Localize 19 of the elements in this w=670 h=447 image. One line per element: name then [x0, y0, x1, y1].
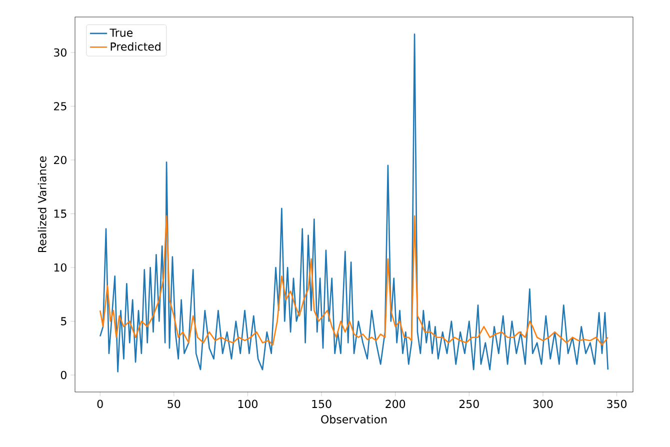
- y-tick-label: 5: [61, 317, 66, 326]
- x-tick-label: 200: [386, 400, 406, 408]
- x-tick-label: 0: [97, 400, 103, 408]
- x-tick-label: 300: [533, 400, 553, 408]
- y-tick-label: 30: [54, 48, 66, 57]
- y-tick-label: 10: [54, 263, 66, 272]
- y-tick-label: 15: [54, 210, 66, 218]
- x-tick-label: 350: [607, 400, 627, 408]
- legend-label: Predicted: [110, 42, 160, 51]
- x-tick-label: 150: [312, 400, 332, 408]
- x-tick-label: 250: [459, 400, 479, 408]
- x-axis-title: Observation: [321, 414, 387, 424]
- y-tick-label: 20: [54, 156, 66, 164]
- y-tick-label: 0: [60, 370, 66, 380]
- y-axis-title: Realized Variance: [38, 156, 46, 252]
- legend-label: True: [110, 28, 133, 37]
- x-tick-label: 100: [238, 400, 258, 408]
- x-tick-label: 50: [168, 400, 180, 408]
- y-tick-label: 25: [54, 102, 66, 110]
